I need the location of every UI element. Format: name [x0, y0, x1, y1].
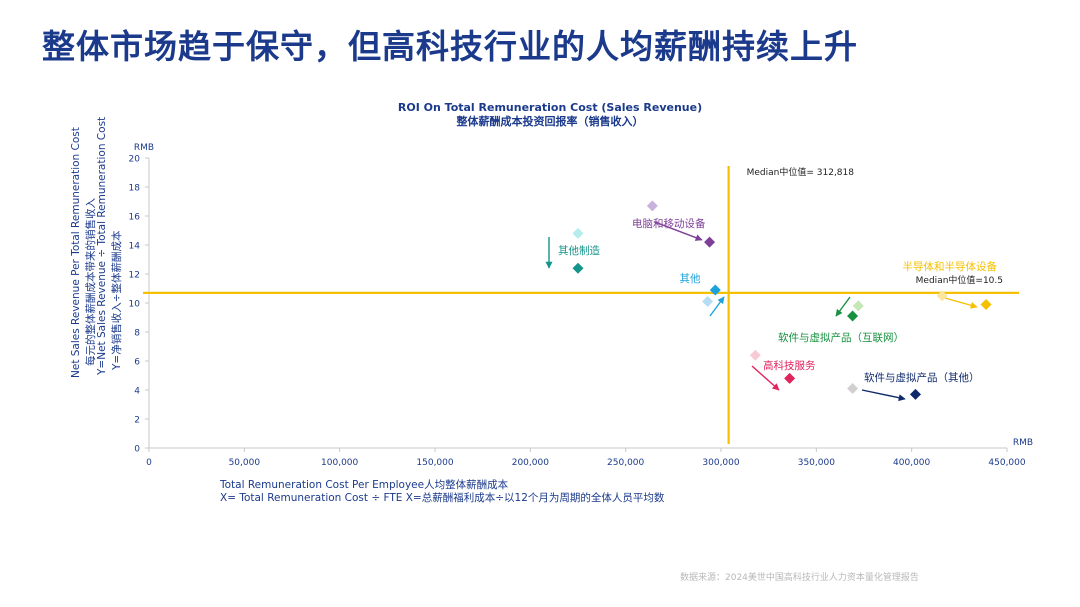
y-tick-label: 16: [129, 213, 141, 223]
y-axis-label-line-4: Y=净销售收入÷整体薪酬成本: [111, 230, 123, 370]
series-7-label: 软件与虚拟产品（其他）: [864, 371, 980, 384]
y-tick-label: 6: [134, 358, 140, 368]
series-2-label: 其他制造: [558, 244, 600, 257]
series-1-prev-point: [646, 200, 658, 212]
median-y-label: Median中位值=10.5: [916, 274, 1003, 286]
x-tick-label: 350,000: [798, 458, 835, 468]
x-tick-label: 150,000: [416, 458, 453, 468]
y-unit-label: RMB: [134, 143, 154, 153]
series-1-curr-point: [704, 236, 716, 248]
series-5-prev-point: [852, 300, 864, 312]
y-tick-label: 4: [134, 387, 140, 397]
series-4-prev-point: [936, 290, 948, 302]
series-5-trend-arrow: [835, 296, 851, 317]
series-4-trend-arrow: [944, 297, 978, 309]
x-tick-label: 450,000: [988, 458, 1025, 468]
x-unit-label: RMB: [1013, 438, 1033, 448]
chart-title: ROI On Total Remuneration Cost (Sales Re…: [397, 101, 703, 114]
chart-title-block: ROI On Total Remuneration Cost (Sales Re…: [330, 101, 770, 129]
series-6-prev-point: [749, 349, 761, 361]
y-tick-label: 14: [129, 242, 141, 252]
series-3-curr-point: [709, 284, 721, 296]
x-tick-label: 100,000: [321, 458, 358, 468]
y-tick-label: 20: [129, 155, 141, 165]
y-tick-label: 8: [134, 329, 140, 339]
chart-subtitle: 整体薪酬成本投资回报率（销售收入）: [456, 115, 644, 128]
series-3-trend-arrow: [709, 296, 725, 317]
series-6-curr-point: [784, 372, 796, 384]
x-tick-label: 200,000: [512, 458, 549, 468]
series-5-curr-point: [847, 310, 859, 322]
x-tick-label: 300,000: [702, 458, 739, 468]
y-tick-label: 2: [134, 416, 140, 426]
median-x-label: Median中位值= 312,818: [747, 166, 855, 178]
y-tick-label: 10: [129, 300, 141, 310]
y-tick-label: 18: [129, 184, 141, 194]
series-4-curr-point: [980, 298, 992, 310]
x-tick-label: 50,000: [229, 458, 261, 468]
series-4-label: 半导体和半导体设备: [903, 260, 998, 273]
series-5-label: 软件与虚拟产品（互联网）: [778, 331, 904, 344]
x-axis-label-line-1: Total Remuneration Cost Per Employee人均整体…: [220, 479, 509, 491]
y-axis-label-line-1: Net Sales Revenue Per Total Remuneration…: [70, 127, 82, 378]
series-2-prev-point: [572, 227, 584, 239]
series-1-trend-arrow: [654, 221, 703, 241]
y-tick-label: 12: [129, 271, 140, 281]
series-6-label: 高科技服务: [763, 359, 816, 372]
y-axis-label-line-3: Y=Net Sales Revenue ÷ Total Remuneration…: [96, 116, 108, 375]
series-3-label: 其他: [680, 272, 701, 285]
x-tick-label: 0: [146, 458, 152, 468]
data-source-note: 数据来源：2024美世中国高科技行业人力资本量化管理报告: [680, 573, 919, 583]
series-3-prev-point: [702, 296, 714, 308]
x-tick-label: 250,000: [607, 458, 644, 468]
y-tick-label: 0: [134, 445, 140, 455]
series-2-curr-point: [572, 262, 584, 274]
series-1-label: 电脑和移动设备: [632, 217, 706, 230]
series-7-prev-point: [847, 383, 859, 395]
series-7-curr-point: [909, 388, 921, 400]
x-tick-label: 400,000: [893, 458, 930, 468]
x-axis-label-line-2: X= Total Remuneration Cost ÷ FTE X=总薪酬福利…: [220, 492, 665, 504]
series-6-trend-arrow: [751, 365, 780, 391]
page-title: 整体市场趋于保守，但高科技行业的人均薪酬持续上升: [42, 27, 858, 66]
series-7-trend-arrow: [861, 389, 906, 402]
